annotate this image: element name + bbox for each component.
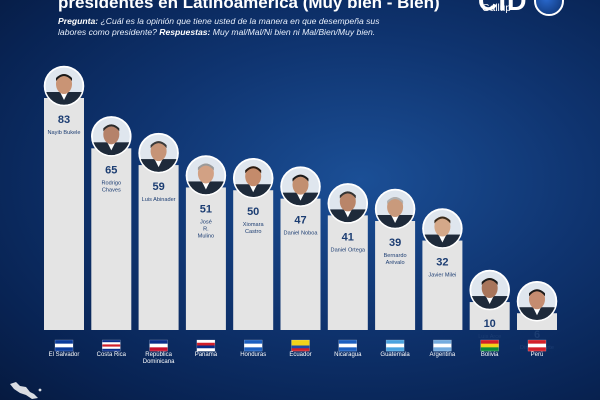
country-label: Honduras	[240, 352, 266, 358]
value-label: 51	[200, 203, 212, 215]
president-name: Luis Abinader	[142, 197, 176, 203]
country-label: Argentina	[430, 352, 456, 358]
bar-group: 47 Daniel Noboa Ecuador	[280, 166, 321, 358]
country-label: Guatemala	[380, 352, 410, 358]
value-label: 83	[58, 114, 70, 126]
logo-sub: Gallup	[482, 3, 511, 14]
president-avatar	[422, 208, 463, 249]
country-flag-icon	[385, 339, 405, 352]
president-name: Xiomara Castro	[243, 222, 265, 235]
cid-gallup-logo: CID Gallup	[470, 0, 580, 24]
answers-label: Respuestas:	[159, 26, 211, 37]
country-flag-icon	[54, 339, 74, 352]
country-flag-icon	[338, 339, 357, 352]
president-name: Javier Milei	[428, 273, 456, 279]
bar-group: 41 Daniel Ortega Nicaragua	[327, 183, 369, 358]
country-flag-icon	[480, 339, 499, 352]
bar-group: 10 Luis Arce Bolivia	[469, 269, 510, 358]
bar	[138, 165, 179, 330]
president-avatar	[43, 65, 85, 107]
president-avatar	[138, 132, 179, 174]
president-avatar	[280, 166, 321, 207]
bar	[280, 198, 321, 330]
president-avatar	[374, 188, 416, 230]
bar-group: 50 Xiomara Castro Honduras	[232, 157, 274, 358]
question-body: ¿Cuál es la opinión que tiene usted de l…	[58, 16, 380, 37]
value-label: 50	[247, 206, 259, 218]
bar	[91, 148, 132, 330]
bar-group: 39 Bernardo Arévalo Guatemala	[374, 188, 416, 358]
country-flag-icon	[291, 339, 310, 352]
bar	[327, 215, 368, 330]
president-avatar	[185, 155, 227, 196]
value-label: 47	[294, 215, 306, 227]
bar-group: 51 José R. Mulino Panamá	[185, 155, 227, 358]
president-name: Luis Arce	[478, 334, 501, 340]
bar	[233, 190, 274, 330]
value-label: 59	[152, 181, 164, 193]
country-label: Bolivia	[481, 352, 499, 358]
president-avatar	[469, 269, 510, 311]
answers-body: Muy mal/Mal/Ni bien ni Mal/Bien/Muy bien…	[212, 26, 376, 37]
value-label: 32	[436, 257, 448, 269]
president-name: Daniel Ortega	[331, 247, 366, 253]
country-label: El Salvador	[49, 352, 80, 358]
bar-group: 32 Javier Milei Argentina	[422, 208, 463, 358]
value-label: 39	[389, 237, 401, 249]
country-flag-icon	[527, 339, 547, 352]
country-flag-icon	[243, 339, 263, 352]
president-name: Daniel Noboa	[284, 231, 319, 237]
value-label: 41	[342, 231, 354, 243]
country-flag-icon	[102, 339, 121, 352]
bar	[44, 98, 84, 330]
value-label: 10	[484, 318, 496, 330]
president-name: Nayib Bukele	[48, 130, 81, 136]
country-label: Ecuador	[289, 352, 311, 358]
bar	[422, 240, 463, 330]
question-label: Pregunta:	[58, 16, 99, 26]
value-label: 6	[534, 329, 540, 341]
value-label: 65	[105, 164, 117, 176]
country-label: Costa Rica	[97, 352, 127, 358]
president-avatar	[232, 157, 274, 199]
country-flag-icon	[149, 339, 168, 352]
bar-group: 83 Nayib Bukele El Salvador	[43, 65, 85, 358]
country-label: Panamá	[195, 352, 218, 358]
president-avatar	[516, 280, 558, 322]
president-name: Bernardo Arévalo	[384, 253, 407, 266]
country-flag-icon	[196, 339, 216, 352]
chart-title: presidentes en Latinoamérica (Muy bien -…	[58, 0, 440, 12]
country-flag-icon	[433, 339, 452, 352]
president-avatar	[91, 116, 132, 157]
bar-group: 59 Luis Abinader República Dominicana	[138, 132, 179, 365]
logo-brand: CID	[478, 0, 528, 16]
president-name: Rodrigo Chaves	[102, 180, 122, 193]
bar-group: 65 Rodrigo Chaves Costa Rica	[91, 116, 132, 358]
bar	[375, 220, 416, 330]
country-label: Nicaragua	[334, 352, 362, 358]
president-avatar	[327, 183, 369, 224]
president-name: José R. Mulino	[198, 219, 214, 239]
country-label: Perú	[531, 352, 544, 358]
question-text: Pregunta: ¿Cuál es la opinión que tiene …	[58, 16, 388, 37]
map-outline-icon	[10, 382, 42, 399]
bar	[185, 187, 226, 330]
country-label: República Dominicana	[143, 352, 175, 365]
